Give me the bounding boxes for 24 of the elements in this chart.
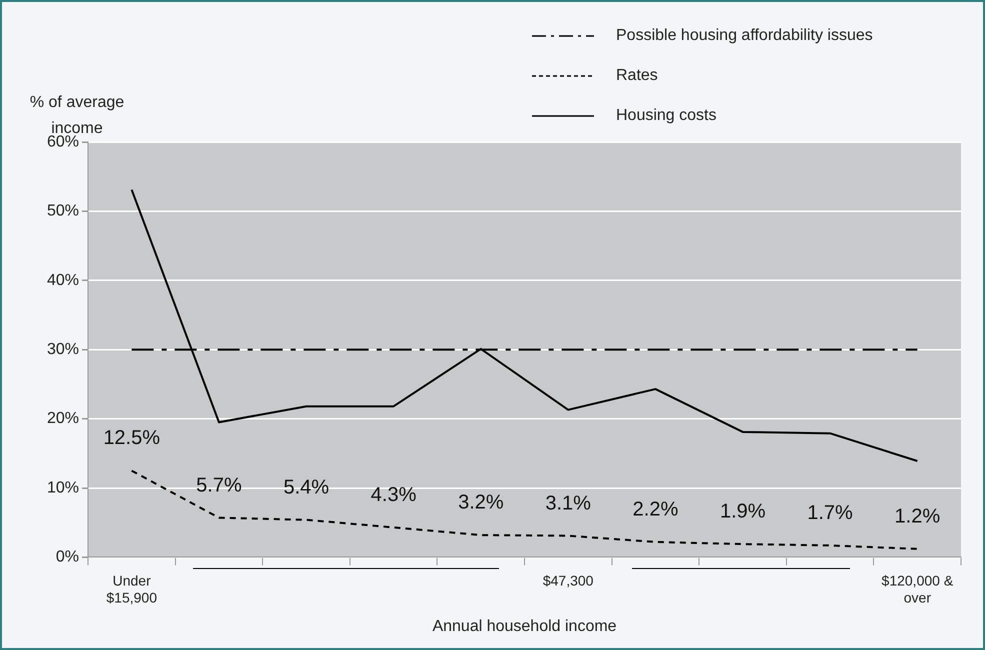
y-tick-label: 0% xyxy=(56,548,80,566)
x-tick-label: $120,000 & over xyxy=(882,572,954,606)
y-tick-label: 50% xyxy=(46,202,80,220)
data-label: 4.3% xyxy=(370,484,417,506)
legend-label: Possible housing affordability issues xyxy=(616,27,873,45)
data-label: 5.4% xyxy=(283,476,330,498)
data-label: 5.7% xyxy=(196,474,242,496)
y-tick-label: 60% xyxy=(46,133,80,150)
legend-label: Rates xyxy=(616,67,658,85)
x-tick-label: $47,300 xyxy=(542,572,594,588)
data-label: 2.2% xyxy=(632,498,678,520)
data-label: 1.7% xyxy=(807,502,854,524)
data-label: 1.9% xyxy=(720,500,766,523)
y-tick-label: 30% xyxy=(46,341,80,358)
data-label: 3.2% xyxy=(458,492,504,514)
data-label: 12.5% xyxy=(103,427,160,450)
data-label: 1.2% xyxy=(894,505,940,528)
y-tick-label: 10% xyxy=(46,479,80,496)
data-label: 3.1% xyxy=(545,492,592,514)
x-axis-title: Annual household income xyxy=(432,618,617,635)
x-tick-label: Under $15,900 xyxy=(106,572,158,606)
y-tick-label: 40% xyxy=(46,272,80,289)
legend-label: Housing costs xyxy=(616,107,716,125)
y-tick-label: 20% xyxy=(46,410,80,428)
